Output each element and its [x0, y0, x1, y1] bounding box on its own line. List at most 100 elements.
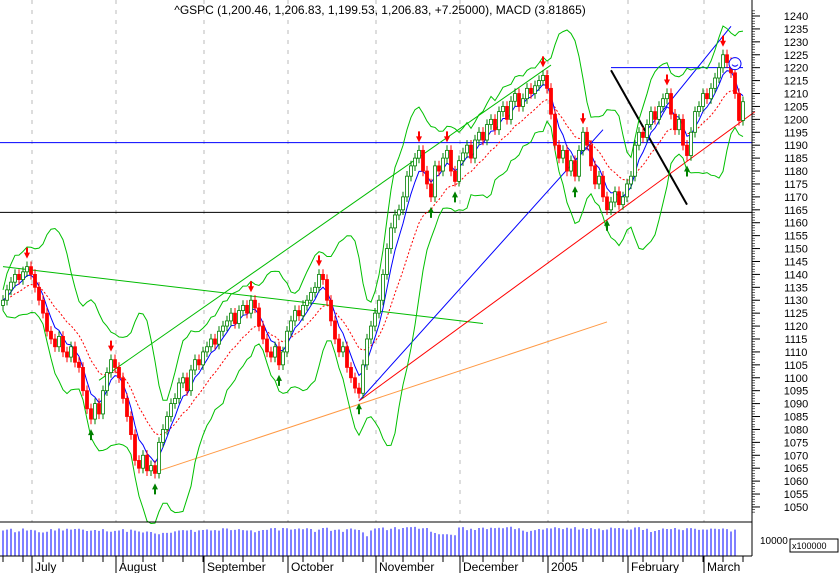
candle-body	[453, 170, 457, 182]
candles	[1, 49, 745, 479]
candle-body	[173, 398, 177, 405]
candle-body	[273, 346, 277, 358]
candle-body	[117, 367, 121, 379]
candle-body	[473, 139, 477, 159]
candle-body	[569, 160, 573, 172]
y-tick-label: 1055	[784, 489, 808, 501]
y-tick-label: 1235	[784, 24, 808, 36]
candle-body	[465, 144, 469, 154]
candle-body	[285, 330, 289, 353]
candle-body	[205, 346, 209, 353]
candle-body	[37, 286, 41, 301]
candle-body	[637, 131, 641, 146]
candle-body	[53, 338, 57, 348]
candle-body	[517, 93, 521, 107]
candle-body	[125, 398, 129, 417]
candle-body	[641, 131, 645, 138]
y-tick-label: 1085	[784, 412, 808, 424]
sell-arrow-icon	[720, 35, 726, 47]
y-tick-label: 1130	[784, 295, 808, 307]
candle-body	[225, 320, 229, 327]
candle-body	[321, 273, 325, 280]
candle-body	[1, 299, 5, 306]
y-tick-label: 1185	[784, 153, 808, 165]
candle-body	[733, 72, 737, 94]
candle-body	[353, 377, 357, 389]
signal-arrows	[24, 35, 742, 495]
candle-body	[217, 330, 221, 345]
month-label: September	[207, 560, 266, 573]
candle-body	[741, 101, 745, 121]
candle-body	[489, 118, 493, 125]
candle-body	[477, 131, 481, 141]
month-label: October	[291, 560, 334, 573]
candle-body	[441, 157, 445, 172]
candle-body	[301, 305, 305, 317]
candle-body	[545, 75, 549, 89]
y-tick-label: 1180	[784, 166, 808, 178]
candle-body	[553, 113, 557, 146]
y-tick-label: 1175	[784, 179, 808, 191]
candle-body	[725, 54, 729, 63]
candle-body	[165, 416, 169, 430]
y-tick-label: 1205	[784, 101, 808, 113]
candle-body	[717, 67, 721, 79]
candle-body	[337, 338, 341, 353]
candle-body	[709, 87, 713, 100]
buy-arrow-icon	[276, 374, 282, 386]
candle-body	[421, 149, 425, 172]
buy-arrow-icon	[572, 186, 578, 198]
candle-body	[229, 312, 233, 322]
candle-body	[429, 183, 433, 198]
candle-body	[645, 124, 649, 138]
trendline	[98, 64, 552, 381]
y-tick-label: 1140	[784, 269, 808, 281]
candle-body	[257, 307, 261, 327]
candle-body	[33, 273, 37, 288]
trendline	[154, 321, 608, 473]
moving-average	[2, 70, 744, 464]
candle-body	[513, 93, 517, 102]
y-tick-label: 1230	[784, 37, 808, 49]
y-tick-label: 1210	[784, 89, 808, 101]
sell-arrow-icon	[444, 131, 450, 143]
candle-body	[693, 111, 697, 133]
candle-body	[589, 144, 593, 167]
candle-body	[325, 279, 329, 301]
candle-body	[485, 124, 489, 141]
y-tick-label: 1100	[784, 373, 808, 385]
candle-body	[197, 359, 201, 366]
y-tick-label: 1080	[784, 424, 808, 436]
candle-body	[509, 100, 513, 120]
sell-arrow-icon	[540, 56, 546, 68]
sell-arrow-icon	[24, 247, 30, 259]
y-tick-label: 1050	[784, 502, 808, 514]
candle-body	[609, 201, 613, 211]
candle-body	[369, 325, 373, 340]
month-label: 2005	[551, 560, 578, 573]
candle-body	[393, 214, 397, 229]
candle-body	[121, 377, 125, 399]
candle-body	[625, 183, 629, 198]
candle-body	[685, 144, 689, 156]
candle-body	[185, 377, 189, 392]
sell-arrow-icon	[580, 113, 586, 125]
y-tick-label: 1060	[784, 476, 808, 488]
candle-body	[17, 273, 21, 280]
candle-body	[593, 165, 597, 185]
candle-body	[249, 299, 253, 314]
candle-body	[401, 196, 405, 211]
candle-body	[417, 149, 421, 159]
candle-body	[397, 209, 401, 216]
candle-body	[85, 390, 89, 410]
candle-body	[413, 157, 417, 167]
candle-body	[549, 87, 553, 115]
candle-body	[357, 387, 361, 394]
trendline	[2, 266, 484, 324]
volume-unit-label: x100000	[792, 541, 827, 551]
candle-body	[617, 191, 621, 206]
candle-body	[457, 160, 461, 182]
candle-body	[661, 98, 665, 107]
